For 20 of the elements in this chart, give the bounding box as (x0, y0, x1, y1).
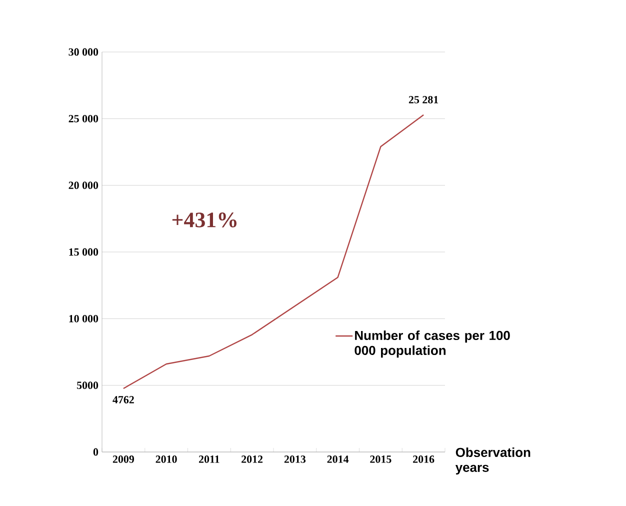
x-tick-label: 2010 (156, 456, 177, 463)
x-tick-label: 2009 (112, 456, 134, 463)
x-tick-label: 2013 (284, 456, 306, 463)
annotation: +431% (172, 212, 236, 228)
x-tick-label: 2015 (370, 456, 392, 463)
y-tick-label: 25 000 (68, 114, 98, 122)
y-tick-label: 15 000 (69, 248, 98, 256)
data-label: 25 281 (408, 96, 438, 104)
y-tick-label: 20 000 (68, 182, 98, 190)
x-tick-label: 2014 (327, 456, 349, 463)
y-tick-label: 0 (93, 448, 98, 456)
data-label: 4762 (112, 396, 134, 404)
x-axis-title: Observation years (455, 447, 530, 475)
y-tick-label: 30 000 (68, 48, 98, 56)
legend-label: Number of cases per 100 000 population (354, 330, 510, 358)
x-tick-label: 2016 (413, 456, 434, 463)
x-tick-label: 2011 (198, 456, 220, 463)
x-tick-label: 2012 (242, 456, 263, 463)
y-tick-label: 10 000 (69, 314, 98, 322)
y-tick-label: 5000 (77, 382, 98, 390)
